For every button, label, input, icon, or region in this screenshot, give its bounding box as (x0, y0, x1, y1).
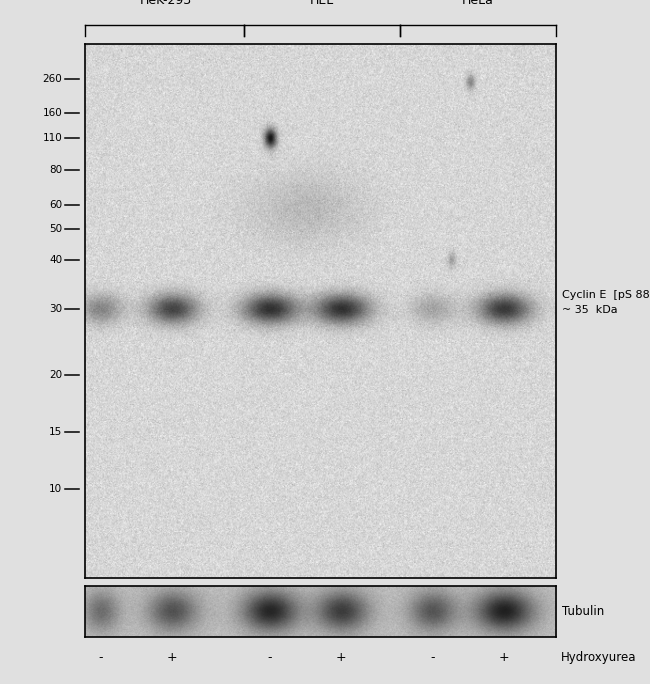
Text: -: - (99, 651, 103, 664)
Text: 15: 15 (49, 428, 62, 437)
Text: 60: 60 (49, 200, 62, 210)
Text: Tubulin: Tubulin (562, 605, 604, 618)
Text: HEL: HEL (309, 0, 334, 7)
Text: 20: 20 (49, 370, 62, 380)
Text: 50: 50 (49, 224, 62, 234)
Text: 260: 260 (43, 74, 62, 83)
Text: Hydroxyurea: Hydroxyurea (561, 651, 636, 664)
Text: -: - (430, 651, 434, 664)
Text: +: + (336, 651, 346, 664)
Text: +: + (499, 651, 509, 664)
Text: HeLa: HeLa (462, 0, 494, 7)
Text: -: - (268, 651, 272, 664)
Text: 40: 40 (49, 255, 62, 265)
Text: Cyclin E  [pS 88]
~ 35  kDa: Cyclin E [pS 88] ~ 35 kDa (562, 290, 650, 315)
Text: 10: 10 (49, 484, 62, 494)
Text: HeK-293: HeK-293 (140, 0, 192, 7)
Text: 80: 80 (49, 165, 62, 174)
Text: 110: 110 (43, 133, 62, 143)
Text: +: + (167, 651, 177, 664)
Text: 160: 160 (43, 108, 62, 118)
Text: 30: 30 (49, 304, 62, 314)
